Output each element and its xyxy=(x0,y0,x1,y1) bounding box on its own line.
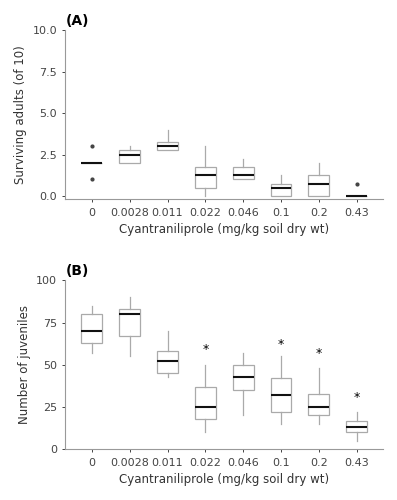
PathPatch shape xyxy=(119,309,140,336)
PathPatch shape xyxy=(308,394,329,415)
PathPatch shape xyxy=(119,150,140,163)
Text: *: * xyxy=(353,390,360,404)
Text: (A): (A) xyxy=(66,14,89,28)
PathPatch shape xyxy=(157,142,178,150)
PathPatch shape xyxy=(346,420,367,432)
PathPatch shape xyxy=(308,175,329,196)
PathPatch shape xyxy=(271,378,291,412)
X-axis label: Cyantraniliprole (mg/kg soil dry wt): Cyantraniliprole (mg/kg soil dry wt) xyxy=(119,473,330,486)
Text: *: * xyxy=(316,347,322,360)
PathPatch shape xyxy=(271,184,291,196)
Y-axis label: Number of juveniles: Number of juveniles xyxy=(17,306,31,424)
Text: (B): (B) xyxy=(66,264,89,278)
PathPatch shape xyxy=(81,314,102,343)
PathPatch shape xyxy=(157,352,178,374)
Text: *: * xyxy=(278,338,284,351)
PathPatch shape xyxy=(195,387,216,419)
X-axis label: Cyantraniliprole (mg/kg soil dry wt): Cyantraniliprole (mg/kg soil dry wt) xyxy=(119,223,330,236)
Y-axis label: Surviving adults (of 10): Surviving adults (of 10) xyxy=(14,46,27,184)
PathPatch shape xyxy=(233,167,254,179)
PathPatch shape xyxy=(195,167,216,188)
PathPatch shape xyxy=(233,365,254,390)
Text: *: * xyxy=(202,344,208,356)
